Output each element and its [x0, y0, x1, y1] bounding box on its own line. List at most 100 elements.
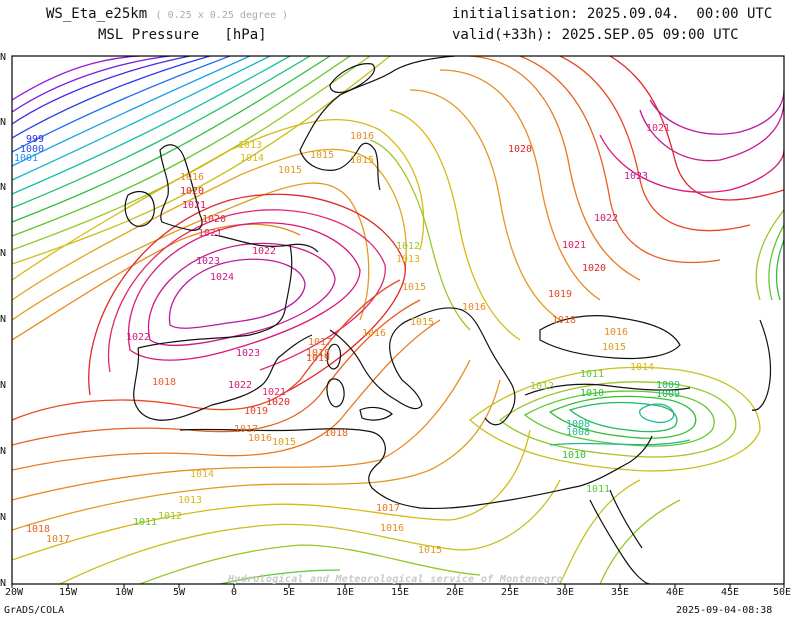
lon-label: 15W: [58, 587, 78, 598]
contour-label: 1016: [180, 172, 204, 183]
lat-label: N: [0, 512, 7, 523]
agency-watermark: Hydrological and Meteorological service …: [228, 574, 563, 585]
contour-label: 1015: [272, 437, 296, 448]
lon-tick-marks: [11, 584, 785, 588]
contour-label: 1018: [552, 315, 576, 326]
lon-label: 40E: [665, 587, 685, 598]
contour-label: 1023: [196, 256, 220, 267]
contour-label: 1015: [350, 155, 374, 166]
contour-label: 1020: [508, 144, 532, 155]
field-title: MSL Pressure [hPa]: [98, 27, 267, 43]
contour-label: 1013: [178, 495, 202, 506]
lat-label: N: [0, 182, 7, 193]
contour-label: 1017: [308, 337, 332, 348]
contour-label: 1015: [410, 317, 434, 328]
contour-label: 1009: [656, 389, 680, 400]
contour-label: 1021: [182, 200, 206, 211]
contour-label: 1019: [306, 353, 330, 364]
lat-label: N: [0, 248, 7, 259]
contour-label: 1016: [362, 328, 386, 339]
model-name: WS_Eta_e25km ( 0.25 x 0.25 degree ): [46, 6, 288, 22]
lon-label: 25E: [500, 587, 520, 598]
software-credit: GrADS/COLA: [4, 605, 65, 616]
contour-label: 1009: [656, 380, 680, 391]
contour-label: 1020: [180, 186, 204, 197]
contour-label: 1023: [624, 171, 648, 182]
lon-label: 35E: [610, 587, 630, 598]
valid-time: valid(+33h): 2025.SEP.05 09:00 UTC: [452, 27, 739, 43]
contour-label: 1018: [324, 428, 348, 439]
contour-label: 1018: [152, 377, 176, 388]
contour-label: 1000: [20, 144, 44, 155]
contour-label: 1012: [530, 381, 554, 392]
contour-label: 1016: [380, 523, 404, 534]
contour-label: 1011: [580, 369, 604, 380]
lat-label: N: [0, 446, 7, 457]
contour-label: 1016: [248, 433, 272, 444]
contour-label: 1013: [396, 254, 420, 265]
coastlines: [124, 56, 772, 584]
contour-label: 1012: [396, 241, 420, 252]
contour-label: 1016: [350, 131, 374, 142]
contour-label-group: 999 1000 1001 1013 1014 1015 1016 1015 1…: [14, 123, 680, 556]
contour-label: 1001: [14, 153, 38, 164]
contour-label: 1011: [133, 517, 157, 528]
contour-label: 1015: [310, 150, 334, 161]
lon-label: 30E: [555, 587, 575, 598]
contour-label: 1012: [158, 511, 182, 522]
isobars: [12, 56, 784, 584]
map-frame: [11, 55, 785, 585]
contour-label: 1022: [594, 213, 618, 224]
lon-label: 5W: [172, 587, 186, 598]
contour-label: 1008: [566, 419, 590, 430]
contour-label: 1010: [580, 388, 604, 399]
lat-label: N: [0, 578, 7, 589]
contour-label: 1019: [244, 406, 268, 417]
model-title: WS_Eta_e25km: [46, 6, 148, 22]
contour-label: 1023: [236, 348, 260, 359]
contour-label: 1015: [602, 342, 626, 353]
contour-label: 1020: [266, 397, 290, 408]
lon-label: 5E: [282, 587, 296, 598]
contour-label: 1016: [604, 327, 628, 338]
contour-label: 1021: [562, 240, 586, 251]
contour-label: 1010: [562, 450, 586, 461]
contour-label: 1015: [418, 545, 442, 556]
contour-label: 1021: [262, 387, 286, 398]
contour-label: 1016: [462, 302, 486, 313]
lon-label: 10W: [114, 587, 134, 598]
contour-label: 1017: [376, 503, 400, 514]
lon-label: 20W: [4, 587, 24, 598]
contour-label: 1014: [240, 153, 264, 164]
contour-label: 1020: [582, 263, 606, 274]
contour-label: 1011: [586, 484, 610, 495]
contour-label: 1014: [190, 469, 214, 480]
contour-label: 1024: [210, 272, 234, 283]
lon-label: 15E: [390, 587, 410, 598]
contour-label: 1008: [566, 427, 590, 438]
lon-label: 10E: [335, 587, 355, 598]
contour-label: 1022: [126, 332, 150, 343]
lon-label: 0: [230, 587, 238, 598]
contour-label: 1017: [234, 424, 258, 435]
contour-label: 1015: [278, 165, 302, 176]
contour-label: 1022: [228, 380, 252, 391]
lat-label: N: [0, 314, 7, 325]
contour-label: 1015: [402, 282, 426, 293]
lat-label: N: [0, 380, 7, 391]
contour-label: 1019: [548, 289, 572, 300]
contour-label: 1022: [252, 246, 276, 257]
lat-label: N: [0, 117, 7, 128]
render-timestamp: 2025-09-04-08:38: [676, 605, 773, 616]
init-time: initialisation: 2025.09.04. 00:00 UTC: [452, 6, 773, 22]
lat-label: N: [0, 52, 7, 63]
lon-label: 20E: [445, 587, 465, 598]
contour-label: 1021: [646, 123, 670, 134]
contour-label: 999: [26, 134, 44, 145]
contour-label: 1014: [630, 362, 654, 373]
contour-label: 1018: [26, 524, 50, 535]
contour-label: 1017: [46, 534, 70, 545]
lon-label: 50E: [772, 587, 792, 598]
lon-label: 45E: [720, 587, 740, 598]
